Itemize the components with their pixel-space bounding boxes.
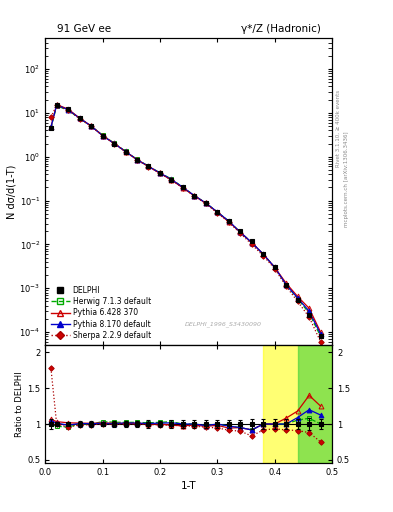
- Y-axis label: N dσ/d(1-T): N dσ/d(1-T): [6, 165, 17, 219]
- X-axis label: 1-T: 1-T: [181, 481, 196, 492]
- Legend: DELPHI, Herwig 7.1.3 default, Pythia 6.428 370, Pythia 8.170 default, Sherpa 2.2: DELPHI, Herwig 7.1.3 default, Pythia 6.4…: [49, 284, 152, 342]
- Text: 91 GeV ee: 91 GeV ee: [57, 24, 111, 34]
- Y-axis label: Ratio to DELPHI: Ratio to DELPHI: [15, 372, 24, 437]
- Bar: [298, 345, 332, 463]
- Bar: [263, 345, 332, 463]
- Text: DELPHI_1996_S3430090: DELPHI_1996_S3430090: [185, 321, 262, 327]
- Text: γ*/Z (Hadronic): γ*/Z (Hadronic): [241, 24, 321, 34]
- Text: mcplots.cern.ch [arXiv:1306.3436]: mcplots.cern.ch [arXiv:1306.3436]: [344, 132, 349, 227]
- Text: Rivet 3.1.10, ≥ 400k events: Rivet 3.1.10, ≥ 400k events: [336, 90, 341, 166]
